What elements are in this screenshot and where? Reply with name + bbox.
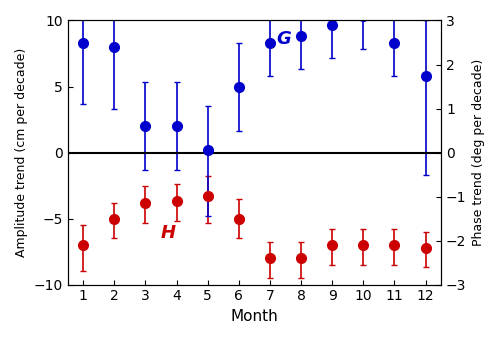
Y-axis label: Amplitude trend (cm per decade): Amplitude trend (cm per decade) <box>15 48 28 257</box>
Text: G: G <box>276 30 291 48</box>
Text: H: H <box>161 224 176 242</box>
Y-axis label: Phase trend (deg per decade): Phase trend (deg per decade) <box>472 59 485 246</box>
X-axis label: Month: Month <box>230 309 278 324</box>
